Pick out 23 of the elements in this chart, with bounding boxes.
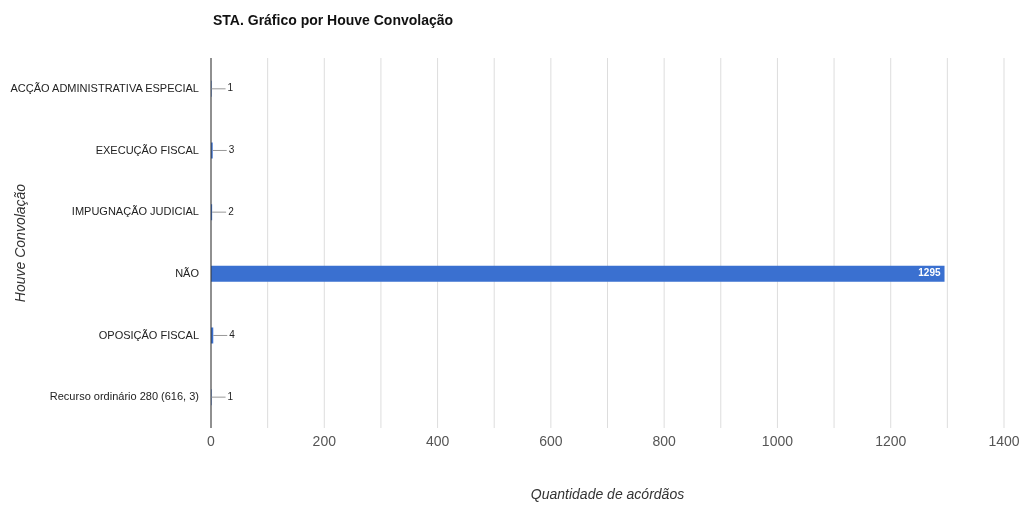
y-tick-label: IMPUGNAÇÃO JUDICIAL <box>71 205 199 218</box>
x-tick-label: 0 <box>207 432 216 449</box>
data-label: 1 <box>227 390 234 402</box>
y-tick-label: NÃO <box>175 266 200 279</box>
chart-title: STA. Gráfico por Houve Convolação <box>213 12 454 28</box>
x-tick-label: 200 <box>312 432 337 449</box>
data-label: 1295 <box>918 267 941 279</box>
data-label: 1 <box>227 82 234 94</box>
x-tick-label: 1000 <box>761 432 794 449</box>
y-axis-title: Houve Convolação <box>12 183 28 303</box>
x-tick-label: 800 <box>652 432 677 449</box>
y-tick-label: Recurso ordinário 280 (616, 3) <box>49 390 199 403</box>
data-label: 2 <box>228 205 235 217</box>
x-tick-label: 600 <box>539 432 563 449</box>
y-tick-label: EXECUÇÃO FISCAL <box>95 143 199 156</box>
x-tick-label: 1200 <box>875 432 907 449</box>
x-tick-label: 400 <box>425 432 450 449</box>
x-tick-label: 1400 <box>988 432 1020 449</box>
x-axis-title: Quantidade de acórdãos <box>529 486 686 502</box>
y-tick-label: OPOSIÇÃO FISCAL <box>98 328 199 341</box>
data-label: 4 <box>229 329 236 341</box>
data-label: 3 <box>228 144 235 156</box>
y-tick-label: ACÇÃO ADMINISTRATIVA ESPECIAL <box>10 81 199 94</box>
